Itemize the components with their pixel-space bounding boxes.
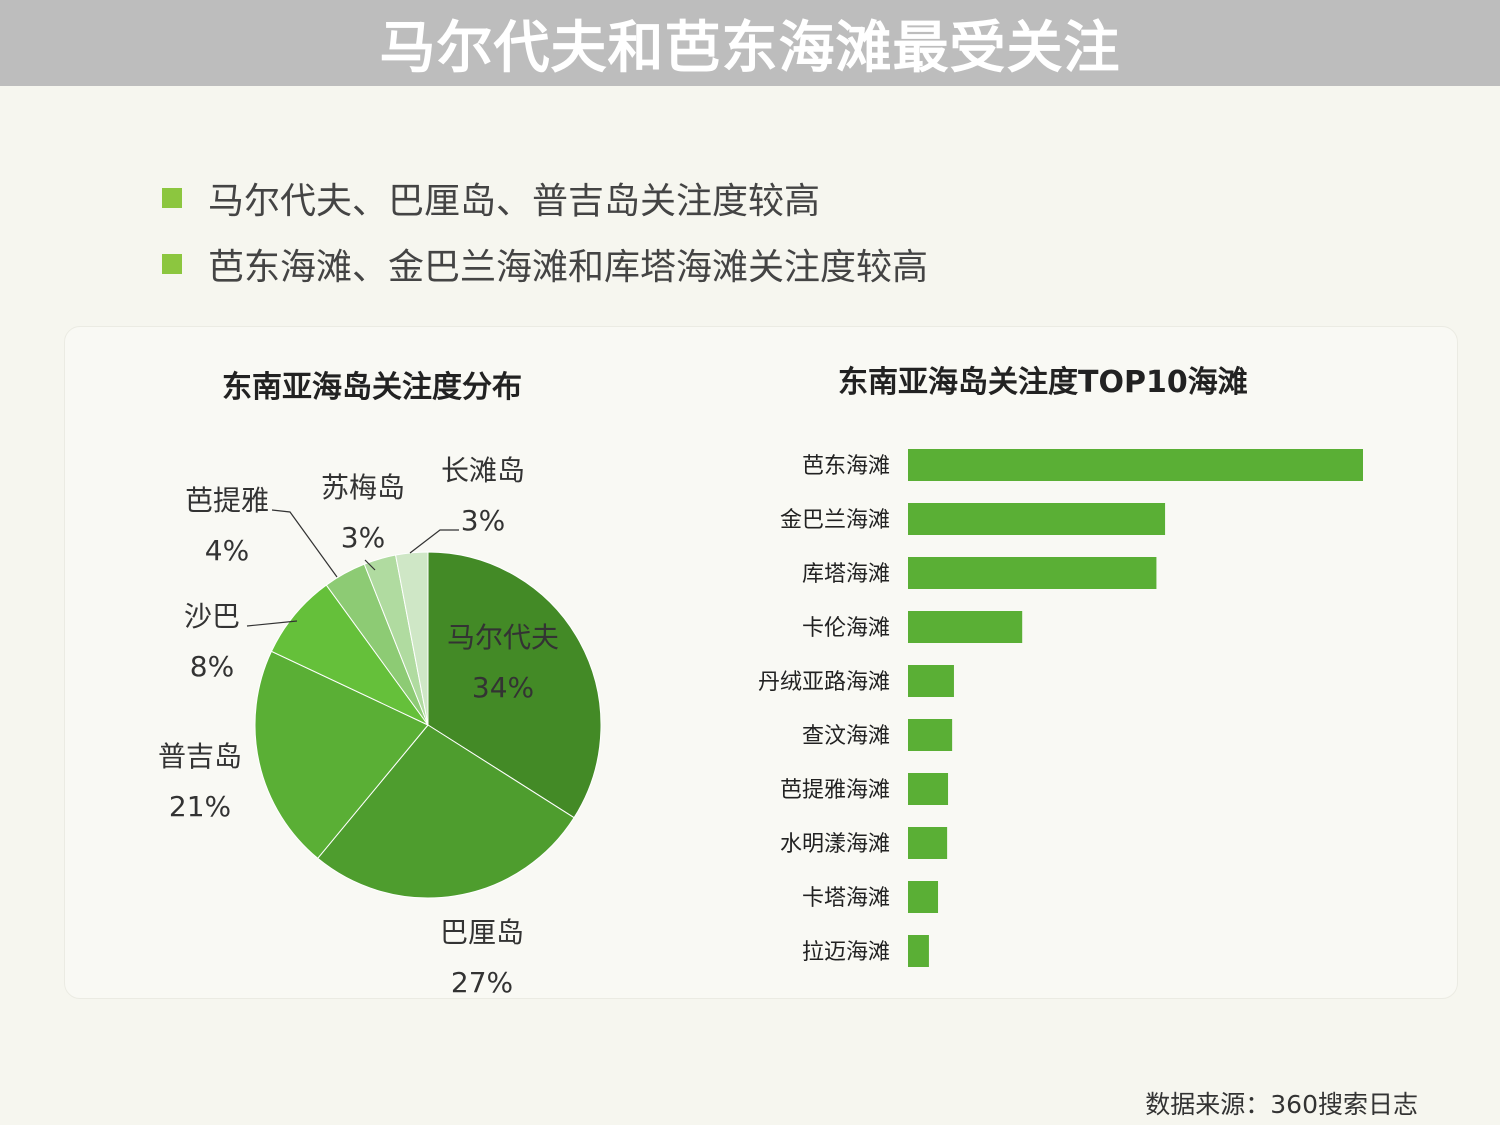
pie-slice-label: 苏梅岛 [321, 471, 405, 504]
bullet-list: 马尔代夫、巴厘岛、普吉岛关注度较高 芭东海滩、金巴兰海滩和库塔海滩关注度较高 [162, 165, 928, 297]
pie-leader-line [271, 509, 338, 578]
pie-slice [317, 724, 575, 899]
bullet-text: 芭东海滩、金巴兰海滩和库塔海滩关注度较高 [208, 247, 929, 288]
pie-slice [427, 551, 602, 819]
pie-data-label: 34% [472, 671, 534, 704]
pie-slice-label: 长滩岛 [441, 454, 525, 487]
pie-slice-label: 芭提雅 [185, 484, 269, 517]
bar [908, 449, 1363, 481]
pie-chart-title: 东南亚海岛关注度分布 [222, 370, 522, 405]
bullet-item: 马尔代夫、巴厘岛、普吉岛关注度较高 [162, 165, 928, 231]
pie-data-label: 3% [341, 521, 385, 554]
pie-data-label: 4% [205, 534, 249, 567]
bar [908, 773, 949, 805]
bar-category-label: 库塔海滩 [802, 562, 890, 587]
pie-data-label: 8% [190, 650, 234, 683]
bar [908, 557, 1157, 589]
pie-data-label: 27% [451, 966, 513, 999]
pie-data-label: 3% [461, 504, 505, 537]
pie-slice-label: 马尔代夫 [447, 621, 559, 654]
bar [908, 503, 1166, 535]
bullet-text: 马尔代夫、巴厘岛、普吉岛关注度较高 [208, 181, 821, 222]
square-bullet-icon [162, 188, 182, 208]
bullet-item: 芭东海滩、金巴兰海滩和库塔海滩关注度较高 [162, 231, 928, 297]
bar-chart-title: 东南亚海岛关注度TOP10海滩 [838, 365, 1248, 400]
bar [908, 611, 1023, 643]
bar-category-label: 芭东海滩 [802, 454, 890, 479]
pie-slice [254, 650, 429, 860]
bar-category-label: 水明漾海滩 [780, 832, 890, 857]
square-bullet-icon [162, 254, 182, 274]
pie-leader-line [246, 620, 298, 627]
page-title: 马尔代夫和芭东海滩最受关注 [379, 15, 1121, 81]
pie-slice [394, 551, 429, 726]
pie-slice-label: 沙巴 [184, 600, 240, 633]
bar-category-label: 卡伦海滩 [802, 616, 890, 641]
pie-leader-line [409, 529, 459, 554]
bar-category-label: 金巴兰海滩 [780, 508, 890, 533]
bar-category-label: 卡塔海滩 [802, 886, 890, 911]
bar-category-label: 查汶海滩 [802, 724, 890, 749]
bar [908, 665, 954, 697]
pie-slice-label: 巴厘岛 [440, 916, 524, 949]
bar [908, 935, 929, 967]
pie-data-label: 21% [169, 790, 231, 823]
bar [908, 827, 948, 859]
bar [908, 719, 953, 751]
pie-slice-label: 普吉岛 [158, 740, 242, 773]
source-note: 数据来源：360搜索日志 [1145, 1090, 1418, 1119]
title-bar: 马尔代夫和芭东海滩最受关注 [0, 0, 1500, 86]
bar-category-label: 丹绒亚路海滩 [758, 670, 890, 695]
bar [908, 881, 939, 913]
bar-category-label: 芭提雅海滩 [780, 778, 890, 803]
pie-leader-line [364, 559, 376, 571]
bar-category-label: 拉迈海滩 [802, 940, 890, 965]
